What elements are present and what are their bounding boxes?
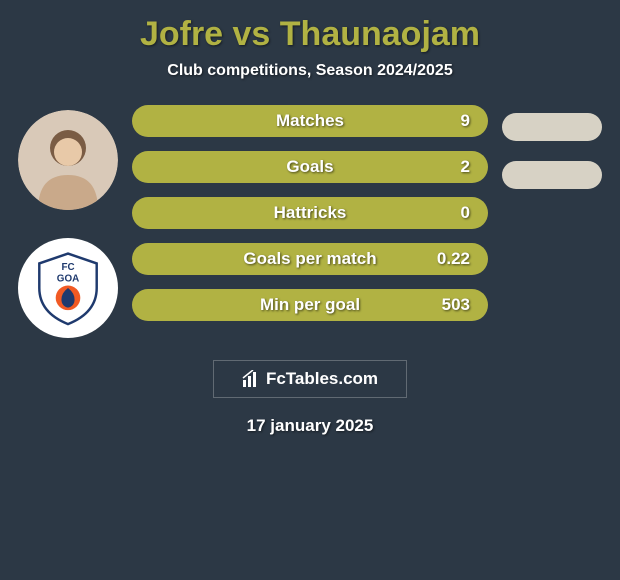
content-row: FC GOA Matches 9 Goals 2 Hattricks 0 <box>0 105 620 338</box>
stat-label: Min per goal <box>260 295 360 315</box>
player-avatar <box>18 110 118 210</box>
stats-bars: Matches 9 Goals 2 Hattricks 0 Goals per … <box>128 105 492 321</box>
page-title: Jofre vs Thaunaojam <box>0 15 620 54</box>
footer: FcTables.com 17 january 2025 <box>0 360 620 436</box>
stat-value: 9 <box>461 111 470 131</box>
stat-value: 0 <box>461 203 470 223</box>
stat-row-mpg: Min per goal 503 <box>132 289 488 321</box>
brand-text: FcTables.com <box>266 369 378 389</box>
stat-row-matches: Matches 9 <box>132 105 488 137</box>
svg-text:FC: FC <box>61 262 74 273</box>
subtitle: Club competitions, Season 2024/2025 <box>0 62 620 80</box>
comparison-pill <box>502 161 602 189</box>
comparison-infographic: Jofre vs Thaunaojam Club competitions, S… <box>0 0 620 580</box>
stat-value: 503 <box>442 295 470 315</box>
left-column: FC GOA <box>8 105 128 338</box>
fc-goa-logo-icon: FC GOA <box>27 247 109 329</box>
stat-label: Goals <box>286 157 333 177</box>
comparison-pill <box>502 113 602 141</box>
svg-text:GOA: GOA <box>57 273 79 284</box>
avatar-placeholder-icon <box>18 110 118 210</box>
brand-box: FcTables.com <box>213 360 407 398</box>
stat-label: Hattricks <box>274 203 347 223</box>
stat-label: Goals per match <box>243 249 376 269</box>
stat-value: 0.22 <box>437 249 470 269</box>
stat-row-gpm: Goals per match 0.22 <box>132 243 488 275</box>
date-text: 17 january 2025 <box>0 416 620 436</box>
stat-label: Matches <box>276 111 344 131</box>
stat-value: 2 <box>461 157 470 177</box>
club-logo: FC GOA <box>18 238 118 338</box>
right-column <box>492 105 612 189</box>
stat-row-goals: Goals 2 <box>132 151 488 183</box>
chart-icon <box>242 370 260 388</box>
stat-row-hattricks: Hattricks 0 <box>132 197 488 229</box>
